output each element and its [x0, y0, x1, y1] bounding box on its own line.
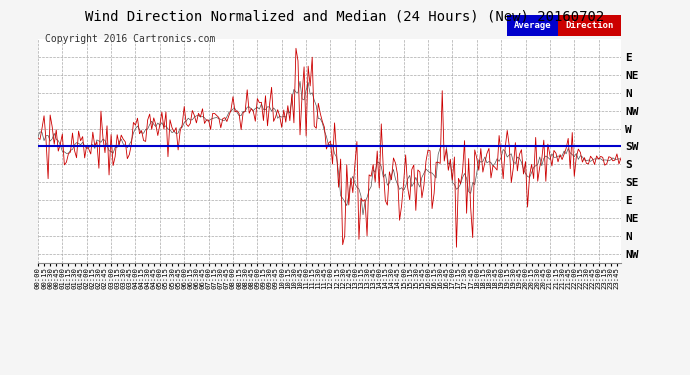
FancyBboxPatch shape [558, 15, 621, 36]
FancyBboxPatch shape [507, 15, 558, 36]
Text: Direction: Direction [566, 21, 614, 30]
Text: Wind Direction Normalized and Median (24 Hours) (New) 20160702: Wind Direction Normalized and Median (24… [86, 9, 604, 23]
Text: Copyright 2016 Cartronics.com: Copyright 2016 Cartronics.com [45, 34, 215, 44]
Text: Average: Average [514, 21, 551, 30]
